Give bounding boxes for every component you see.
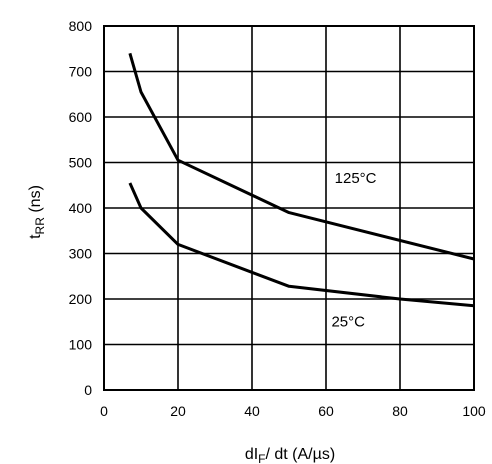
y-axis-label: tRR (ns) [27, 185, 47, 239]
x-tick-label: 80 [392, 403, 408, 419]
x-tick-label: 20 [170, 403, 186, 419]
series-line-2 [128, 182, 475, 308]
x-tick-label: 100 [462, 403, 486, 419]
y-tick-label: 400 [69, 200, 93, 216]
y-tick-label: 100 [69, 337, 93, 353]
x-tick-label: 60 [318, 403, 334, 419]
y-tick-label: 800 [69, 18, 93, 34]
x-tick-label: 0 [100, 403, 108, 419]
y-tick-label: 700 [69, 64, 93, 80]
series-line-1 [128, 52, 475, 261]
series-annotation-1: 125°C [335, 170, 377, 187]
series-layer [128, 52, 475, 308]
x-axis-label: dIF/ dt (A/µs) [245, 446, 335, 464]
y-tick-labels: 0 100 200 300 400 500 600 700 800 [69, 18, 93, 398]
y-tick-label: 300 [69, 246, 93, 262]
annotations: 125°C 25°C [331, 170, 376, 330]
x-tick-label: 40 [244, 403, 260, 419]
y-tick-label: 0 [84, 382, 92, 398]
grid-lines [103, 25, 475, 391]
y-tick-label: 600 [69, 109, 93, 125]
y-tick-label: 200 [69, 291, 93, 307]
x-tick-labels: 0 20 40 60 80 100 [100, 403, 486, 419]
plot-frame [103, 25, 475, 391]
series-annotation-2: 25°C [331, 313, 365, 330]
y-tick-label: 500 [69, 155, 93, 171]
